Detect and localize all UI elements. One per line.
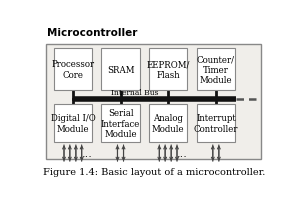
Bar <box>197 104 235 142</box>
Text: Counter/
Timer
Module: Counter/ Timer Module <box>197 55 235 85</box>
Bar <box>101 104 140 142</box>
Text: Processor
Core: Processor Core <box>51 60 94 79</box>
Text: Serial
Interface
Module: Serial Interface Module <box>101 108 140 138</box>
Text: ...: ... <box>81 148 92 158</box>
Text: Microcontroller: Microcontroller <box>47 28 137 38</box>
Bar <box>46 45 261 159</box>
Bar <box>54 49 92 90</box>
Bar <box>149 104 188 142</box>
Bar <box>54 104 92 142</box>
Bar <box>101 49 140 90</box>
Bar <box>149 49 188 90</box>
Bar <box>197 49 235 90</box>
Text: SRAM: SRAM <box>107 65 134 74</box>
Text: EEPROM/
Flash: EEPROM/ Flash <box>147 60 190 79</box>
Text: Analog
Module: Analog Module <box>152 114 184 133</box>
Text: Interrupt
Controller: Interrupt Controller <box>194 114 238 133</box>
Text: ...: ... <box>177 148 188 158</box>
Text: Internal Bus: Internal Bus <box>111 89 159 97</box>
Text: Figure 1.4: Basic layout of a microcontroller.: Figure 1.4: Basic layout of a microcontr… <box>43 167 265 176</box>
Text: Digital I/O
Module: Digital I/O Module <box>51 114 95 133</box>
